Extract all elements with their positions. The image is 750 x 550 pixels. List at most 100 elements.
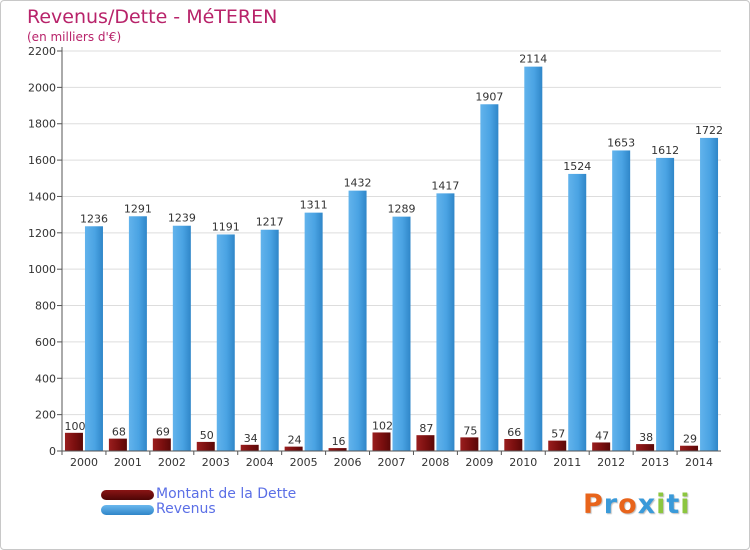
x-tick-label: 2001 bbox=[114, 456, 142, 469]
y-tick-label: 1200 bbox=[28, 227, 56, 240]
revenue-data-label: 1524 bbox=[563, 160, 591, 173]
revenue-bar bbox=[612, 150, 631, 452]
revenue-bar bbox=[656, 157, 675, 451]
revenue-bar bbox=[700, 137, 719, 451]
legend-label-debt: Montant de la Dette bbox=[156, 486, 297, 502]
revenue-data-label: 1217 bbox=[256, 216, 284, 229]
revenue-data-label: 1239 bbox=[168, 212, 196, 225]
debt-bar bbox=[636, 444, 655, 451]
y-tick-label: 0 bbox=[49, 445, 56, 458]
revenue-bar bbox=[84, 226, 103, 451]
revenue-data-label: 1311 bbox=[300, 199, 328, 212]
x-tick-label: 2002 bbox=[158, 456, 186, 469]
legend-label-revenue: Revenus bbox=[156, 501, 216, 517]
x-tick-label: 2012 bbox=[597, 456, 625, 469]
debt-data-label: 75 bbox=[463, 424, 477, 437]
debt-bar bbox=[152, 438, 171, 451]
revenue-data-label: 1191 bbox=[212, 220, 240, 233]
revenue-bar bbox=[436, 193, 455, 451]
y-tick-label: 1400 bbox=[28, 190, 56, 203]
revenue-bar bbox=[172, 225, 191, 451]
debt-bar bbox=[284, 446, 303, 451]
chart-subtitle: (en milliers d'€) bbox=[27, 30, 122, 44]
debt-data-label: 66 bbox=[507, 426, 521, 439]
revenue-data-label: 1417 bbox=[431, 179, 459, 192]
debt-data-label: 50 bbox=[200, 429, 214, 442]
legend-swatch-revenue bbox=[101, 505, 154, 515]
debt-data-label: 24 bbox=[288, 434, 302, 447]
revenue-bar bbox=[128, 216, 147, 451]
chart-title: Revenus/Dette - MéTEREN bbox=[27, 6, 278, 28]
logo-letter: t bbox=[666, 489, 681, 520]
y-tick-label: 400 bbox=[35, 372, 56, 385]
x-tick-label: 2010 bbox=[509, 456, 537, 469]
revenue-data-label: 1722 bbox=[695, 124, 723, 137]
legend-swatch-debt bbox=[101, 490, 154, 500]
y-tick-label: 1600 bbox=[28, 154, 56, 167]
x-tick-label: 2003 bbox=[202, 456, 230, 469]
revenue-data-label: 1291 bbox=[124, 202, 152, 215]
axis-layer: 0 200 400 600 800 1000 1200 1400 1600 1800 2000 220… bbox=[28, 45, 721, 469]
revenue-data-label: 1236 bbox=[80, 212, 108, 225]
revenue-bar bbox=[260, 229, 279, 451]
debt-bar bbox=[680, 445, 699, 451]
revenue-bar bbox=[480, 104, 499, 451]
x-tick-label: 2009 bbox=[465, 456, 493, 469]
logo-letter: x bbox=[637, 489, 657, 520]
debt-bar bbox=[328, 448, 347, 451]
debt-data-label: 29 bbox=[683, 433, 697, 446]
revenue-bar bbox=[568, 173, 587, 451]
grid-layer bbox=[62, 50, 721, 452]
debt-bar bbox=[240, 444, 259, 451]
y-tick-label: 800 bbox=[35, 300, 56, 313]
x-tick-label: 2007 bbox=[378, 456, 406, 469]
x-tick-label: 2005 bbox=[290, 456, 318, 469]
debt-bar bbox=[592, 442, 611, 451]
y-tick-label: 600 bbox=[35, 336, 56, 349]
debt-bar bbox=[460, 437, 479, 451]
logo-letter: o bbox=[618, 489, 638, 520]
revenue-bar bbox=[216, 234, 235, 451]
revenue-data-label: 2114 bbox=[519, 53, 547, 66]
bars-layer bbox=[64, 66, 719, 452]
x-tick-label: 2006 bbox=[334, 456, 362, 469]
debt-bar bbox=[416, 435, 435, 451]
debt-data-label: 100 bbox=[64, 420, 85, 433]
debt-bar bbox=[196, 441, 215, 451]
debt-bar bbox=[504, 439, 523, 451]
x-tick-label: 2008 bbox=[421, 456, 449, 469]
x-tick-label: 2011 bbox=[553, 456, 581, 469]
debt-bar bbox=[108, 438, 127, 451]
y-tick-label: 1000 bbox=[28, 263, 56, 276]
logo-letter: i bbox=[656, 489, 667, 520]
revenue-bar bbox=[348, 190, 367, 452]
debt-data-label: 38 bbox=[639, 431, 653, 444]
y-tick-label: 2000 bbox=[28, 81, 56, 94]
y-tick-label: 2200 bbox=[28, 45, 56, 58]
x-tick-label: 2014 bbox=[685, 456, 713, 469]
debt-data-label: 16 bbox=[332, 435, 346, 448]
debt-bar bbox=[64, 432, 83, 451]
labels-layer: 1001236681291691239501191341217241311161… bbox=[64, 53, 723, 448]
debt-data-label: 102 bbox=[372, 419, 393, 432]
revenue-data-label: 1907 bbox=[475, 90, 503, 103]
proxiti-logo: Proxiti bbox=[583, 489, 691, 520]
x-tick-label: 2013 bbox=[641, 456, 669, 469]
logo-letter: r bbox=[603, 489, 619, 520]
revenue-bar bbox=[392, 216, 411, 451]
debt-bar bbox=[548, 440, 567, 451]
x-tick-label: 2000 bbox=[70, 456, 98, 469]
revenue-data-label: 1612 bbox=[651, 144, 679, 157]
revenue-bar bbox=[524, 66, 543, 452]
debt-bar bbox=[372, 432, 391, 451]
debt-data-label: 68 bbox=[112, 426, 126, 439]
revenue-data-label: 1289 bbox=[388, 203, 416, 216]
y-tick-label: 1800 bbox=[28, 118, 56, 131]
logo-letter: P bbox=[583, 489, 604, 520]
x-tick-label: 2004 bbox=[246, 456, 274, 469]
logo-letter: i bbox=[680, 489, 691, 520]
debt-data-label: 47 bbox=[595, 429, 609, 442]
debt-data-label: 34 bbox=[244, 432, 258, 445]
